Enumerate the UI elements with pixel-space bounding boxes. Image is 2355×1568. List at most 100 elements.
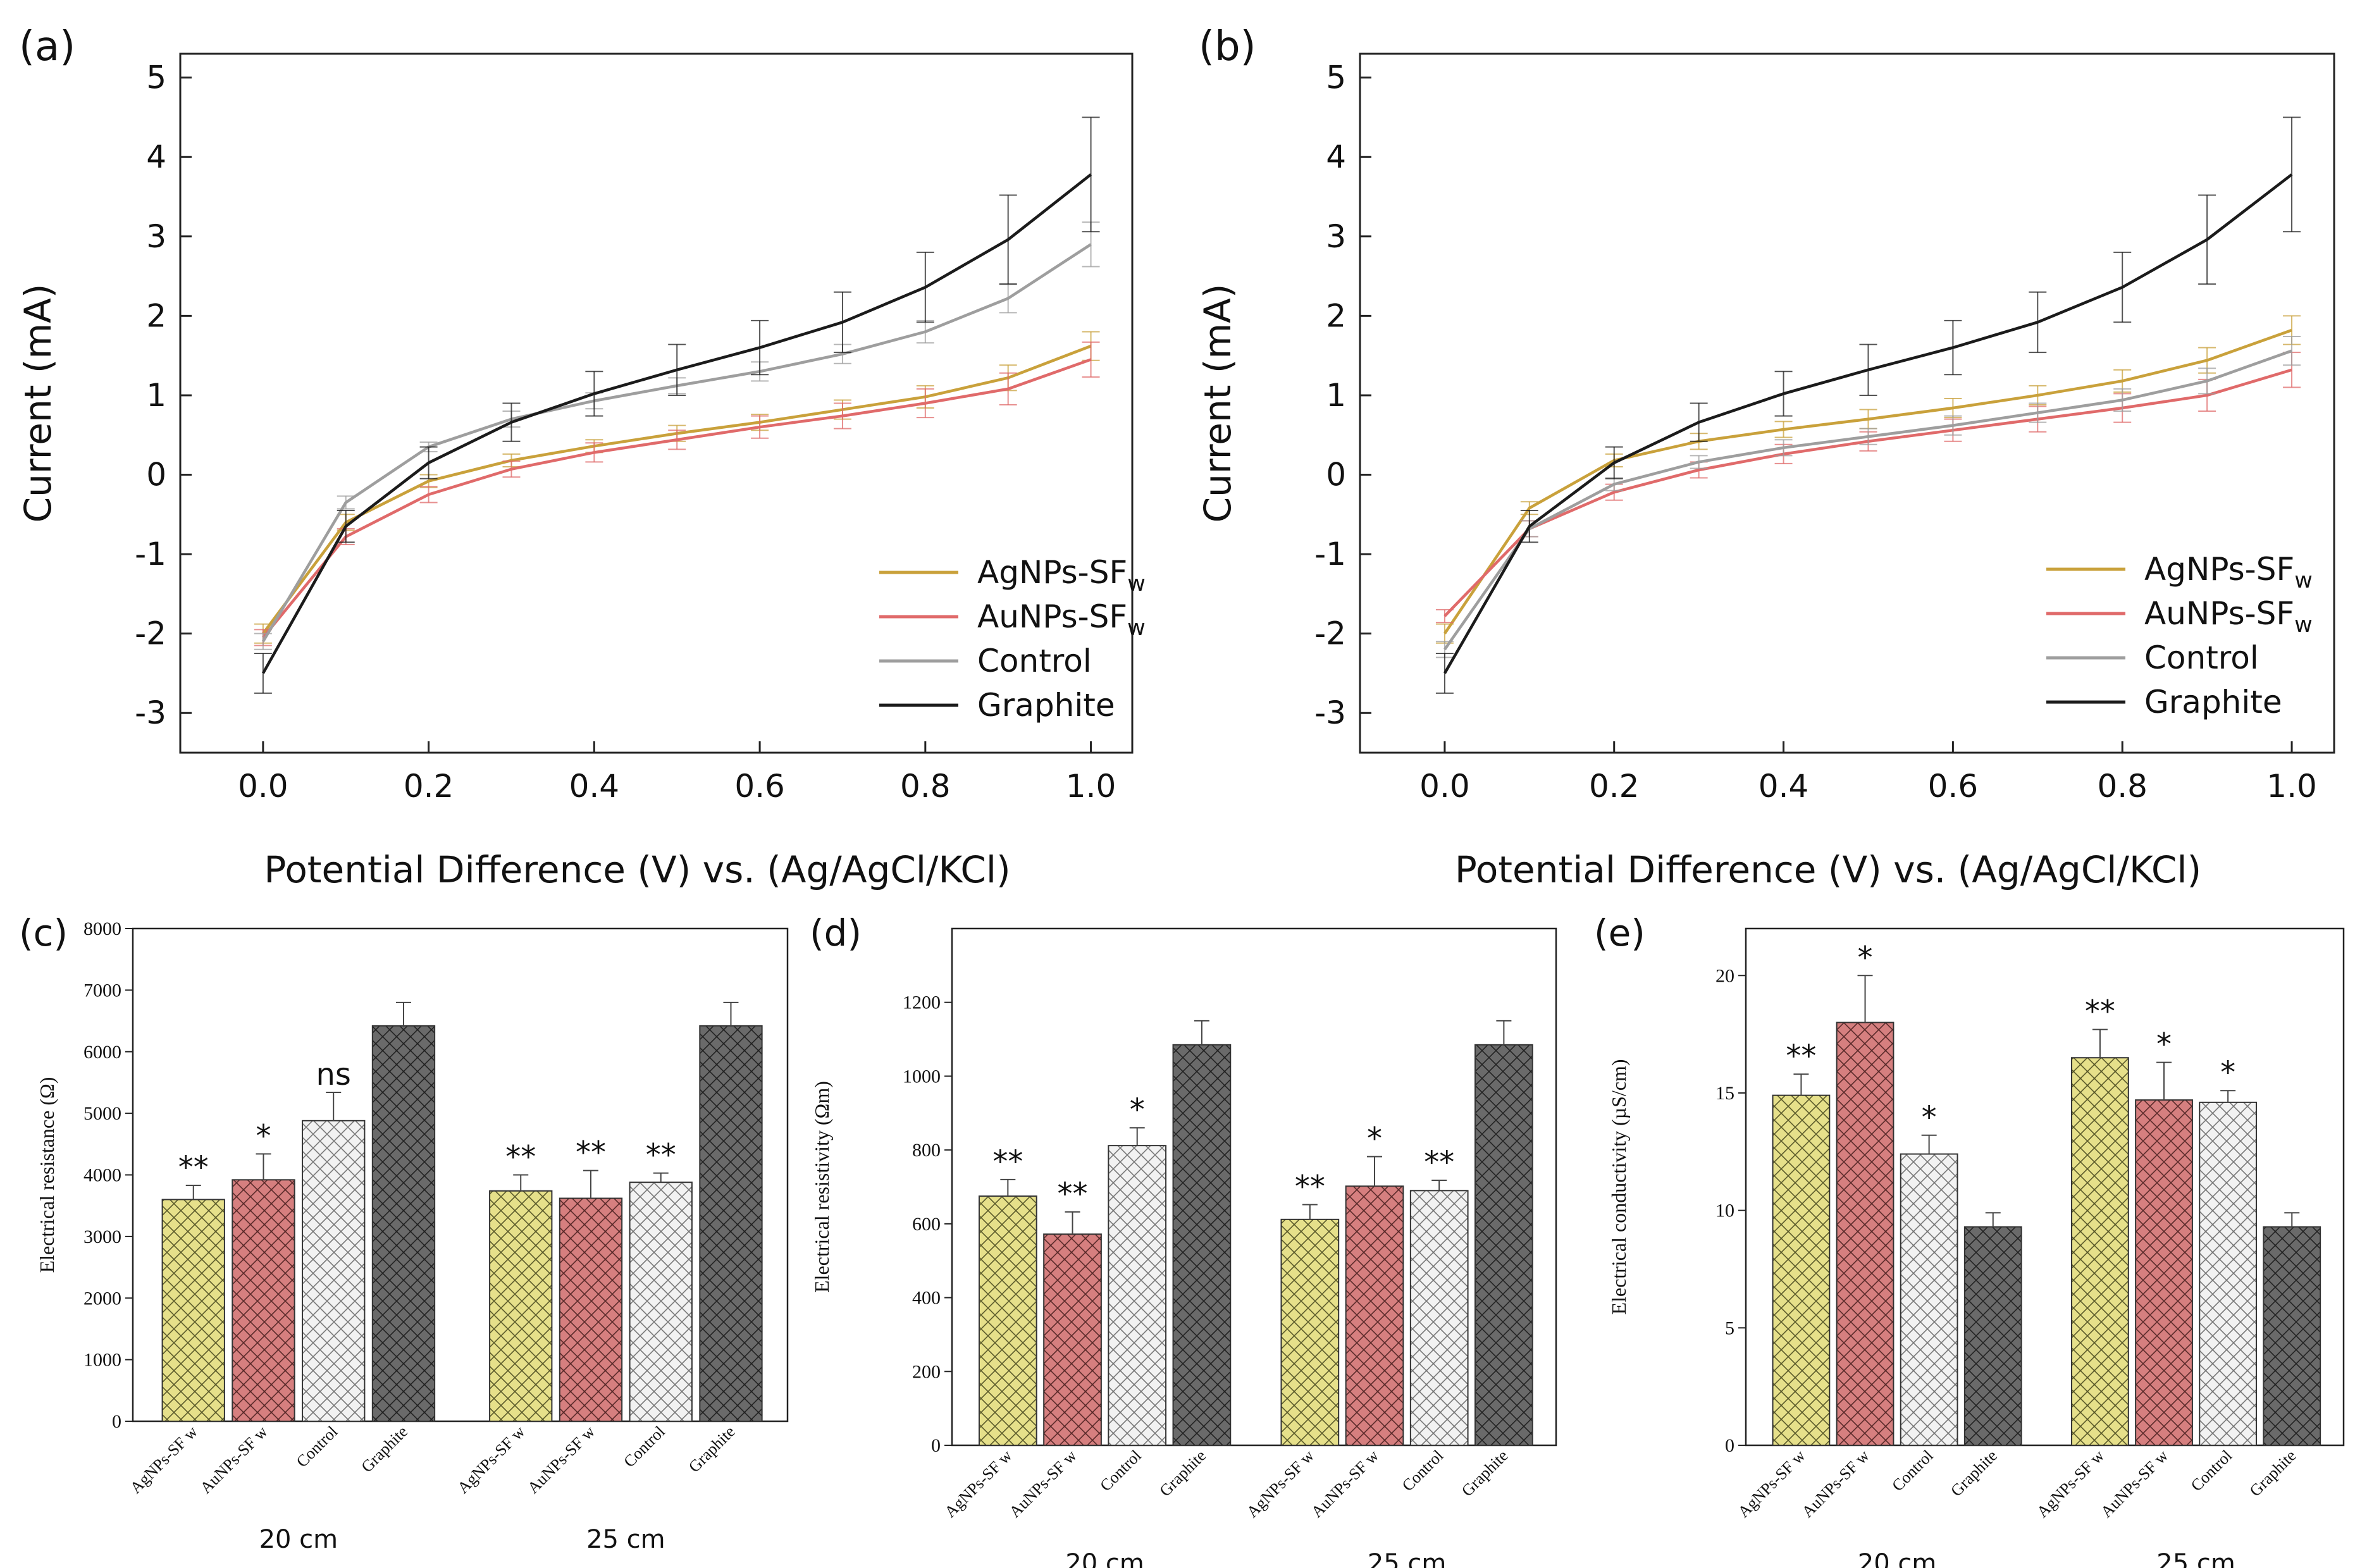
- y-tick-label: 8000: [83, 918, 121, 939]
- bar-25cm-3: [1474, 1044, 1533, 1446]
- bar-25cm-1: [2135, 1099, 2193, 1446]
- category-label: Graphite: [2246, 1447, 2300, 1500]
- y-tick-label: 20: [1715, 965, 1734, 986]
- legend-label-agnps: AgNPs-SFw: [977, 554, 1146, 596]
- y-tick-label: 600: [912, 1214, 941, 1235]
- y-tick-label: 4000: [83, 1165, 121, 1186]
- series-line-graphite: [1443, 173, 2293, 674]
- bar-25cm-2: [2199, 1101, 2258, 1446]
- x-tick-label: 0.8: [2097, 768, 2148, 805]
- bar-20cm-3: [1172, 1044, 1232, 1446]
- y-axis-label: Current (mA): [16, 284, 59, 523]
- category-label: AuNPs-SF w: [1307, 1447, 1382, 1521]
- x-tick-label: 1.0: [2266, 768, 2317, 805]
- x-tick-label: 0.2: [1589, 768, 1640, 805]
- y-tick-label: -3: [135, 694, 166, 731]
- x-tick-label: 0.4: [1759, 768, 1809, 805]
- y-tick-label: 6000: [83, 1042, 121, 1063]
- y-tick-label: 400: [912, 1288, 941, 1309]
- category-label: Control: [1888, 1447, 1937, 1495]
- y-tick-label: 4: [1326, 139, 1346, 175]
- category-label: AgNPs-SF w: [454, 1423, 528, 1497]
- y-tick-label: -1: [135, 536, 166, 572]
- y-tick-label: 200: [912, 1361, 941, 1382]
- x-tick-label: 0.4: [569, 768, 620, 805]
- panel-label: (d): [810, 911, 862, 954]
- y-tick-label: -1: [1314, 536, 1346, 572]
- y-tick-label: 3: [146, 218, 166, 255]
- panel-a-line-chart: (a) -3 -2 -1 0 1 2 3 4 5 0.0 0.2 0.4 0.6 0.8 1.0 Potenti…: [16, 23, 1146, 891]
- category-label: AuNPs-SF w: [2097, 1447, 2172, 1521]
- bar-20cm-2: [1900, 1153, 1958, 1446]
- bar-25cm-0: [2071, 1057, 2129, 1446]
- y-tick-label: 2000: [83, 1288, 121, 1309]
- series-line-agnps: [1443, 328, 2292, 634]
- series-line-control: [1443, 349, 2292, 651]
- y-tick-label: 3000: [83, 1226, 121, 1247]
- x-axis-label: Potential Difference (V) vs. (Ag/AgCl/KC…: [264, 848, 1010, 891]
- y-tick-label: 7000: [83, 980, 121, 1001]
- y-tick-label: 10: [1715, 1201, 1734, 1221]
- plot-frame: [1745, 927, 2345, 1447]
- category-label: Control: [293, 1423, 342, 1471]
- panel-label: (c): [19, 911, 68, 954]
- category-label: Control: [2187, 1447, 2236, 1495]
- legend-label-control: Control: [977, 643, 1092, 679]
- panel-label: (b): [1199, 23, 1256, 70]
- y-tick-label: 0: [146, 457, 166, 493]
- category-label: AuNPs-SF w: [1006, 1447, 1080, 1521]
- x-tick-label: 0.6: [734, 768, 785, 805]
- significance-label: **: [505, 1140, 536, 1175]
- y-axis-label: Electrical resistance (Ω): [35, 1077, 58, 1273]
- y-tick-label: 0: [1725, 1435, 1734, 1456]
- bar-20cm-3: [1963, 1226, 2022, 1447]
- x-tick-label: 0.6: [1928, 768, 1979, 805]
- category-label: Graphite: [1458, 1447, 1512, 1500]
- plot-frame: [179, 52, 1134, 754]
- category-label: AuNPs-SF w: [524, 1423, 598, 1497]
- y-axis-label: Electrical resistivity (Ωm): [810, 1081, 833, 1293]
- y-tick-label: 800: [912, 1140, 941, 1161]
- category-label: Graphite: [1947, 1447, 2001, 1500]
- y-axis-label: Electrical conductivity (µS/cm): [1607, 1059, 1630, 1314]
- legend-label-aunps: AuNPs-SFw: [977, 598, 1146, 641]
- bar-25cm-3: [699, 1025, 763, 1423]
- legend-label-graphite: Graphite: [977, 687, 1115, 724]
- significance-label: **: [178, 1150, 209, 1185]
- panel-c-bar-chart: (c) 0 1000 2000 3000 4000 5000 6000 7000 8000 Elec…: [19, 911, 789, 1554]
- y-tick-label: 1: [146, 377, 166, 414]
- group-label: 20 cm: [1065, 1549, 1144, 1568]
- y-tick-label: 1200: [903, 992, 941, 1013]
- y-tick-label: 4: [146, 139, 166, 175]
- category-label: Control: [1399, 1447, 1447, 1495]
- y-tick-label: 15: [1715, 1083, 1734, 1104]
- bar-20cm-3: [371, 1025, 436, 1423]
- category-label: AgNPs-SF w: [1243, 1447, 1318, 1521]
- legend-label-graphite: Graphite: [2144, 684, 2282, 720]
- category-label: AgNPs-SF w: [941, 1447, 1015, 1521]
- y-tick-label: -2: [1314, 615, 1346, 652]
- category-label: Graphite: [685, 1423, 739, 1476]
- legend-label-aunps: AuNPs-SFw: [2144, 595, 2313, 638]
- significance-label: *: [1858, 940, 1873, 975]
- significance-label: *: [1367, 1121, 1382, 1157]
- panel-label: (e): [1594, 911, 1645, 954]
- series-line-graphite: [261, 173, 1092, 674]
- bar-20cm-0: [978, 1195, 1037, 1446]
- y-tick-label: 1: [1326, 377, 1346, 414]
- group-label: 25 cm: [1368, 1549, 1447, 1568]
- category-label: AuNPs-SF w: [1798, 1447, 1873, 1521]
- y-tick-label: 5: [1725, 1318, 1734, 1338]
- bar-25cm-1: [1345, 1185, 1404, 1447]
- significance-label: **: [992, 1144, 1023, 1180]
- category-label: Control: [620, 1423, 669, 1471]
- y-axis-label: Current (mA): [1196, 284, 1239, 523]
- y-tick-label: 5: [146, 59, 166, 96]
- significance-label: *: [2156, 1027, 2172, 1063]
- y-tick-label: 0: [931, 1435, 941, 1456]
- significance-label: *: [1130, 1092, 1145, 1128]
- significance-label: ns: [316, 1057, 351, 1092]
- bar-20cm-2: [1108, 1145, 1167, 1446]
- series-line-aunps: [262, 358, 1092, 639]
